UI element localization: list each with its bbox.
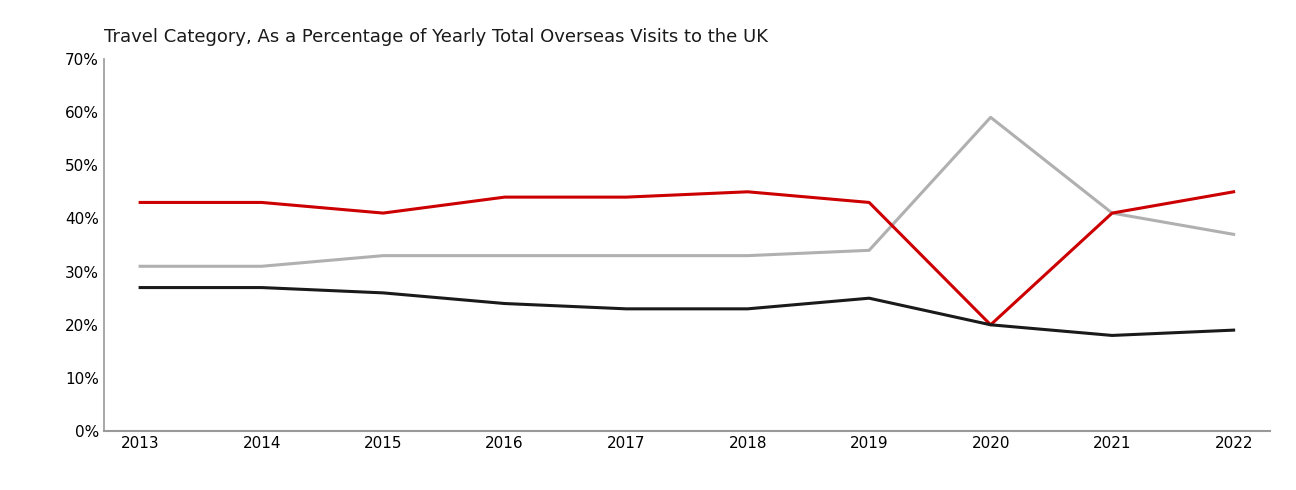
Text: Travel Category, As a Percentage of Yearly Total Overseas Visits to the UK: Travel Category, As a Percentage of Year… (104, 28, 767, 46)
